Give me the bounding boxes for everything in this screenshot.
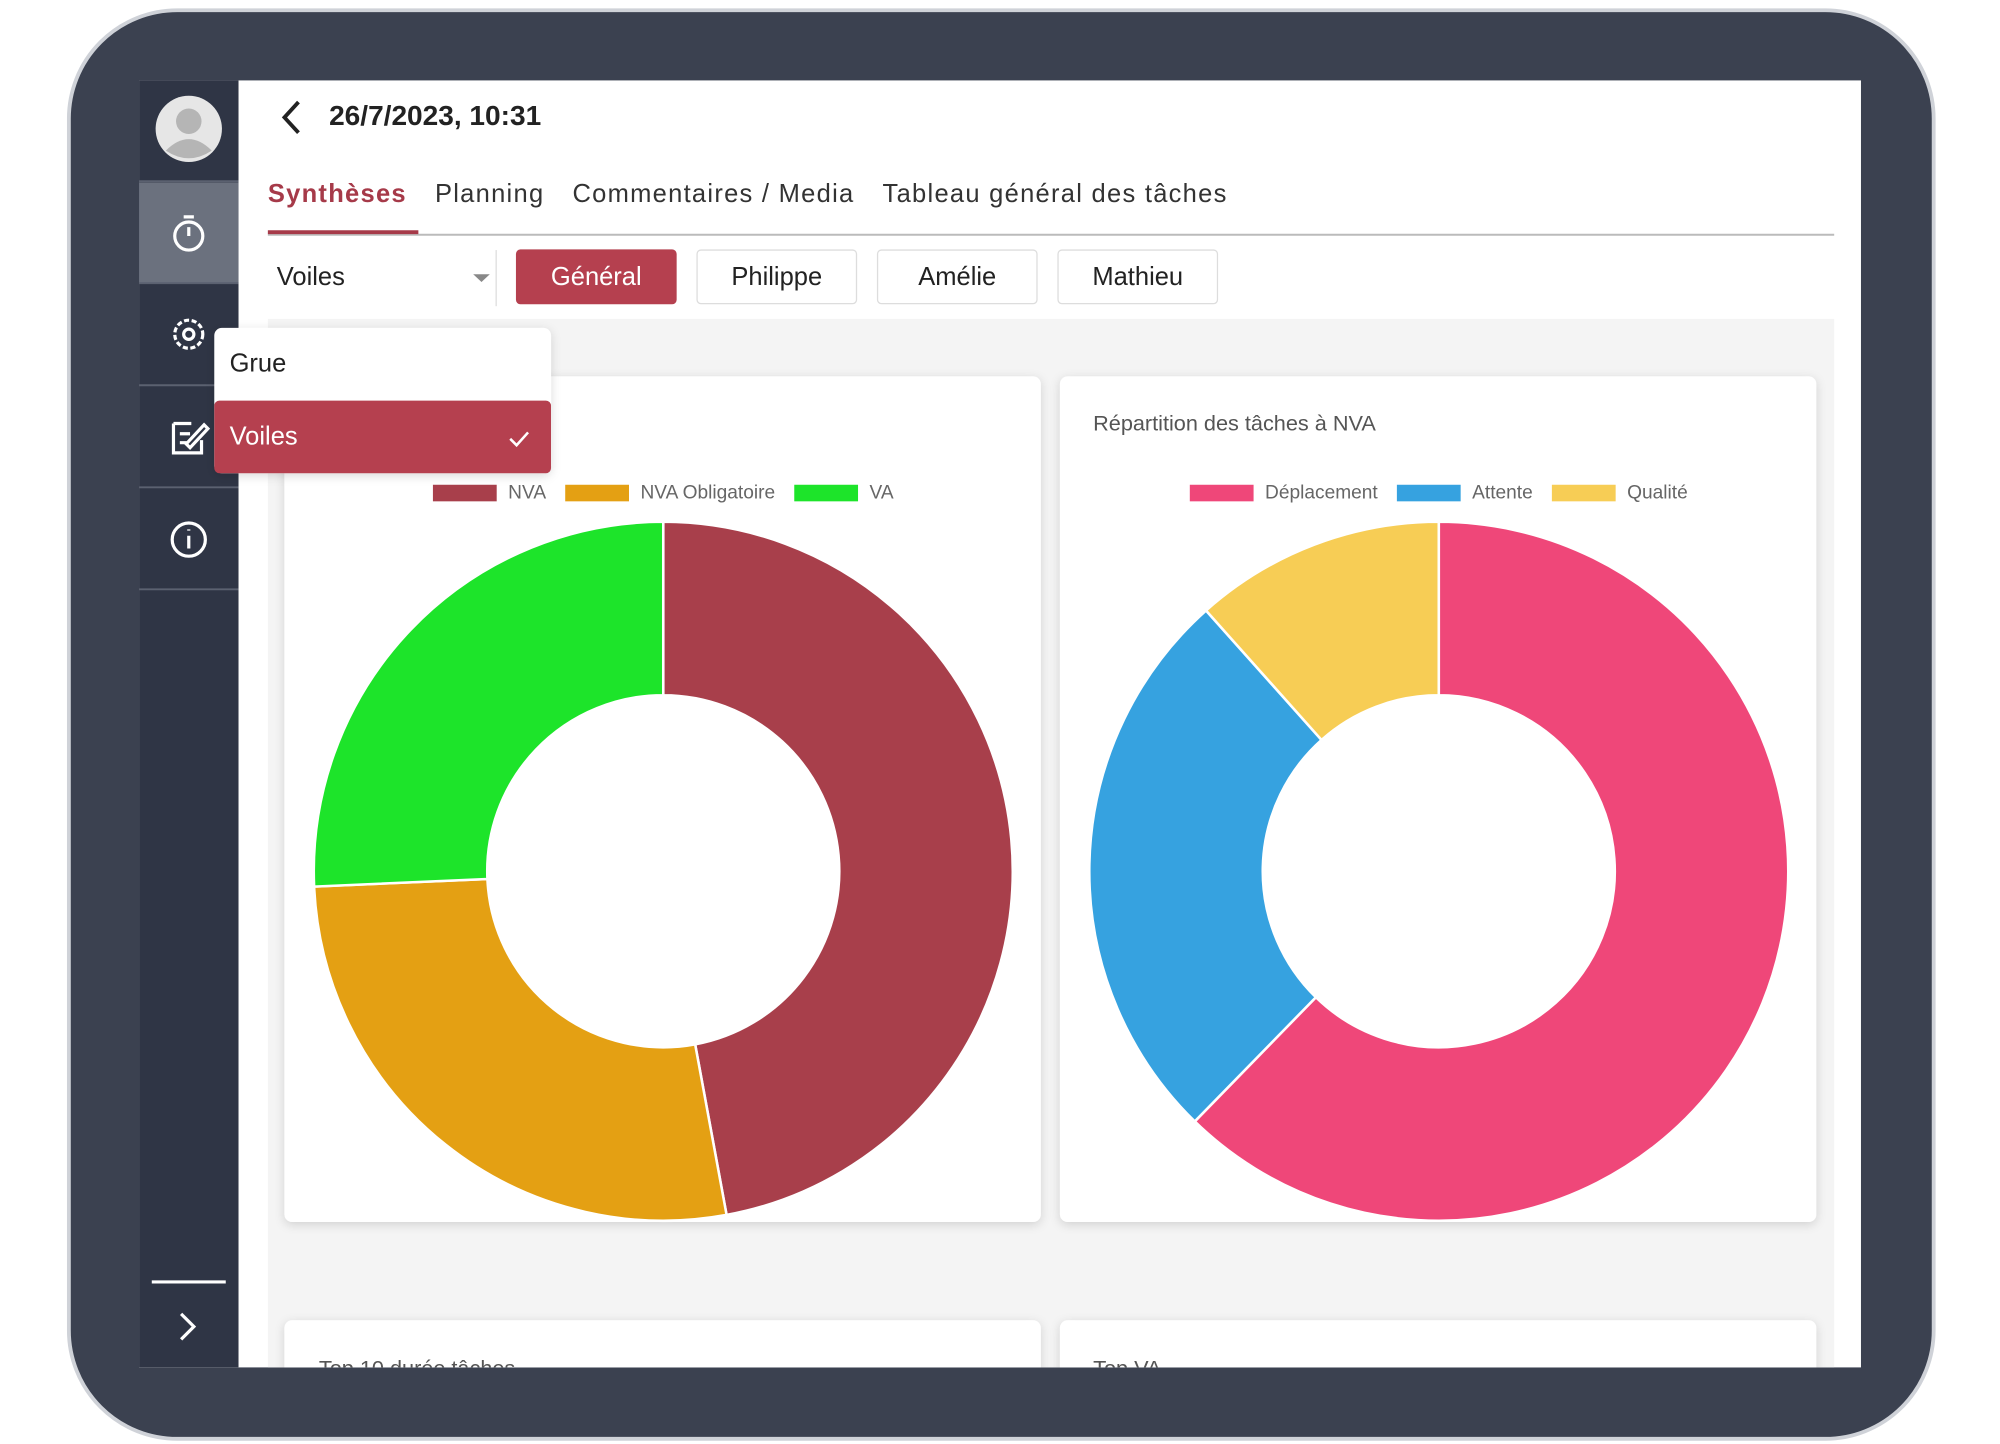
check-icon <box>509 431 530 448</box>
legend-swatch <box>432 484 497 502</box>
legend-swatch <box>1189 484 1254 502</box>
dropdown-selected[interactable] <box>214 400 552 474</box>
dropdown-option[interactable]: Grue <box>230 350 287 378</box>
legend-label: Attente <box>1472 483 1533 504</box>
info-icon[interactable] <box>170 521 207 558</box>
legend: Déplacement Attente Qualité <box>1189 483 1688 504</box>
filter-button[interactable] <box>1057 249 1219 305</box>
timer-icon <box>173 220 205 252</box>
dropdown-arrow[interactable] <box>473 274 490 282</box>
edit-icon[interactable] <box>171 421 211 455</box>
legend-swatch <box>1551 484 1616 502</box>
doughnut-segment[interactable] <box>1088 608 1324 1124</box>
legend-label: NVA Obligatoire <box>640 483 775 504</box>
back-button[interactable] <box>281 100 300 135</box>
legend-label: NVA <box>508 483 546 504</box>
settings-center <box>182 327 196 341</box>
card <box>284 1320 1041 1368</box>
settings-icon[interactable] <box>173 318 205 350</box>
tab[interactable]: Planning <box>435 180 544 208</box>
card-title: Top 10 durée tâches <box>319 1356 516 1381</box>
card <box>1059 1320 1817 1368</box>
app: 26/7/2023, 10:31 Synthèses Planning Commen… <box>139 80 1835 1381</box>
filter-button[interactable] <box>696 249 858 305</box>
doughnut-segment[interactable] <box>661 520 1014 1217</box>
filter-button-label[interactable]: Général <box>551 263 642 291</box>
avatar-head <box>176 108 202 134</box>
site-selector[interactable]: Voiles <box>277 263 345 291</box>
filter-button-label[interactable]: Mathieu <box>1092 263 1183 291</box>
doughnut-segment[interactable] <box>312 520 665 888</box>
dropdown-option[interactable]: Voiles <box>230 422 298 450</box>
legend-label: VA <box>870 483 894 504</box>
tab[interactable]: Synthèses <box>268 180 407 208</box>
filter-button[interactable] <box>515 249 677 305</box>
filter-button-label[interactable]: Amélie <box>918 263 996 291</box>
avatar-body <box>165 139 212 159</box>
tab[interactable]: Commentaires / Media <box>572 180 854 208</box>
chart-title: Répartition des tâches à NVA <box>1093 411 1376 436</box>
legend-label: Déplacement <box>1265 483 1378 504</box>
doughnut-segment[interactable] <box>1204 520 1441 742</box>
legend-swatch <box>794 484 859 502</box>
expand-icon[interactable] <box>179 1312 197 1341</box>
date-title: 26/7/2023, 10:31 <box>329 100 541 131</box>
filter-button[interactable] <box>876 249 1038 305</box>
timer-hand <box>183 215 194 237</box>
legend-label: Qualité <box>1627 483 1688 504</box>
legend-swatch <box>1396 484 1461 502</box>
legend-swatch <box>565 484 629 502</box>
tab[interactable]: Tableau général des tâches <box>883 180 1228 208</box>
doughnut-segment[interactable] <box>312 877 729 1222</box>
doughnut-segment[interactable] <box>1192 520 1790 1222</box>
card-title: Top VA <box>1093 1356 1162 1381</box>
legend: NVA NVA Obligatoire VA <box>432 483 894 504</box>
sidebar <box>139 80 239 1368</box>
filter-button-label[interactable]: Philippe <box>731 263 822 291</box>
